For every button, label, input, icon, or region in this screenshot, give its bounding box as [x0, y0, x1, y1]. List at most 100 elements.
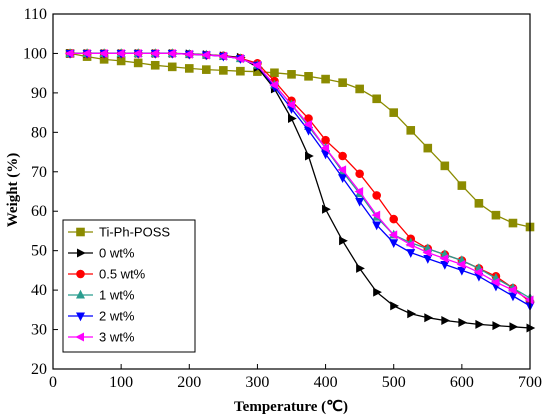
data-point [526, 323, 536, 333]
legend-entry: 0 wt% [68, 246, 135, 261]
data-point [355, 197, 365, 207]
data-point [355, 169, 364, 179]
data-point [76, 312, 85, 322]
data-point [167, 62, 177, 72]
data-point [252, 60, 261, 70]
plot-frame [52, 13, 531, 370]
data-point [388, 230, 398, 240]
data-point [406, 249, 416, 258]
x-tick-label: 0 [49, 374, 57, 391]
data-point [373, 287, 382, 297]
data-point [304, 72, 313, 81]
data-point [305, 151, 314, 161]
y-tick-label: 70 [31, 164, 47, 181]
data-point [269, 80, 278, 90]
data-point [218, 51, 227, 61]
legend-label: 2 wt% [99, 309, 135, 324]
legend-entry: Ti-Ph-POSS [68, 225, 170, 240]
legend-label: 3 wt% [99, 330, 135, 345]
legend-label: Ti-Ph-POSS [99, 225, 170, 240]
data-point [355, 84, 364, 94]
legend-label: 1 wt% [99, 288, 135, 303]
data-point [423, 143, 433, 153]
data-point [524, 295, 534, 305]
series-line [70, 52, 531, 301]
legend-entry: 0.5 wt% [68, 267, 146, 282]
x-axis-title: Temperature (℃) [234, 399, 348, 415]
data-point [473, 267, 483, 277]
data-point [339, 236, 348, 246]
data-point [441, 315, 451, 325]
x-tick-label: 700 [518, 374, 542, 391]
data-point [75, 332, 84, 342]
legend: Ti-Ph-POSS 0 wt% 0.5 wt% 1 wt% 2 wt% 3 wt% [62, 219, 196, 353]
data-point [322, 204, 331, 214]
data-point [201, 50, 210, 60]
data-point [321, 150, 331, 160]
data-point [456, 259, 466, 269]
data-point [457, 266, 467, 276]
data-point [372, 191, 381, 200]
data-point [508, 292, 518, 302]
data-point [304, 126, 314, 136]
y-tick-label: 20 [31, 361, 47, 378]
data-point [287, 114, 297, 124]
data-point [320, 143, 330, 153]
x-tick-label: 400 [314, 374, 338, 391]
data-point [149, 48, 159, 58]
y-tick-label: 90 [31, 85, 47, 102]
data-point [76, 269, 85, 279]
data-point [150, 60, 160, 70]
data-point [132, 48, 142, 58]
legend-entry: 2 wt% [68, 309, 135, 324]
data-point [389, 214, 399, 224]
data-point [390, 301, 399, 311]
data-point [356, 263, 365, 273]
data-point [389, 108, 399, 117]
legend-box [62, 219, 196, 353]
data-point [474, 199, 484, 208]
data-point [115, 48, 125, 58]
data-point [490, 277, 500, 287]
data-point [371, 210, 381, 220]
data-point [507, 285, 517, 295]
data-point [184, 64, 194, 73]
legend-entry: 1 wt% [68, 288, 135, 303]
data-point [98, 48, 108, 58]
x-tick-label: 600 [450, 374, 474, 391]
data-point [236, 66, 245, 76]
data-point [509, 322, 519, 332]
data-point [286, 100, 296, 110]
plot-layer [64, 48, 536, 333]
data-point [458, 317, 468, 327]
data-point [491, 210, 501, 220]
data-point [508, 218, 518, 228]
data-point [303, 119, 313, 129]
y-tick-label: 100 [23, 45, 47, 62]
data-point [338, 78, 347, 87]
data-point [287, 70, 296, 79]
data-point [76, 289, 85, 299]
data-point [422, 248, 432, 258]
data-point [354, 187, 364, 196]
legend-label: 0 wt% [99, 246, 135, 261]
y-tick-label: 80 [31, 124, 47, 141]
x-tick-label: 300 [245, 374, 269, 391]
y-tick-label: 30 [31, 322, 47, 339]
data-point [76, 227, 85, 237]
data-point [475, 319, 485, 329]
data-point [219, 66, 228, 75]
y-tick-label: 60 [31, 203, 47, 220]
data-point [424, 313, 434, 323]
data-point [440, 161, 450, 171]
data-point [389, 239, 399, 249]
data-point [492, 321, 502, 331]
data-point [338, 174, 348, 183]
data-point [407, 309, 417, 319]
legend-label: 0.5 wt% [99, 267, 146, 282]
data-point [338, 151, 347, 161]
data-point [321, 74, 330, 84]
data-point [457, 181, 467, 190]
x-tick-label: 200 [177, 374, 201, 391]
y-tick-label: 40 [31, 282, 47, 299]
